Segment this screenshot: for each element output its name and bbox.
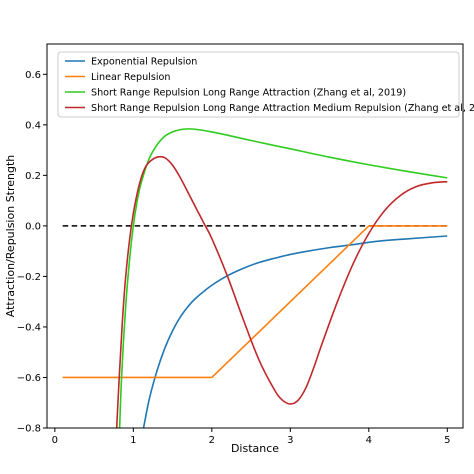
series-line-1 [142, 235, 448, 428]
x-tick-label: 4 [366, 435, 372, 446]
axes: 0 1 2 3 4 5 −0.8 −0.6 −0.4 −0.2 0.0 0.2 0.4 0.6 [17, 43, 464, 446]
x-axis-label: Distance [231, 442, 279, 455]
x-tick-label: 2 [209, 435, 215, 446]
series-line-3 [118, 128, 448, 428]
legend-label: Short Range Repulsion Long Range Attract… [91, 103, 474, 114]
y-tick-label: −0.6 [17, 373, 41, 384]
series-line-2 [62, 225, 448, 379]
plot-area [62, 128, 448, 428]
legend-label: Exponential Repulsion [91, 56, 197, 67]
x-tick-label: 3 [287, 435, 293, 446]
y-tick-label: 0.2 [25, 171, 41, 182]
y-tick-label: −0.4 [17, 322, 41, 333]
axes-frame [46, 43, 464, 429]
legend-box [57, 51, 460, 118]
y-tick-label: 0.6 [25, 70, 41, 81]
y-axis-label: Attraction/Repulsion Strength [4, 155, 17, 318]
y-tick-label: −0.2 [17, 272, 41, 283]
y-tick-label: −0.8 [17, 424, 41, 435]
x-tick-label: 1 [130, 435, 136, 446]
legend: Exponential Repulsion Linear Repulsion Sho… [57, 51, 474, 118]
legend-label: Short Range Repulsion Long Range Attract… [91, 87, 406, 98]
y-tick-label: 0.0 [25, 221, 41, 232]
y-tick-label: 0.4 [25, 120, 41, 131]
legend-label: Linear Repulsion [91, 72, 170, 83]
series-group [62, 128, 448, 428]
x-tick-label: 0 [52, 435, 58, 446]
x-tick-label: 5 [444, 435, 450, 446]
series-line-4 [115, 155, 448, 428]
